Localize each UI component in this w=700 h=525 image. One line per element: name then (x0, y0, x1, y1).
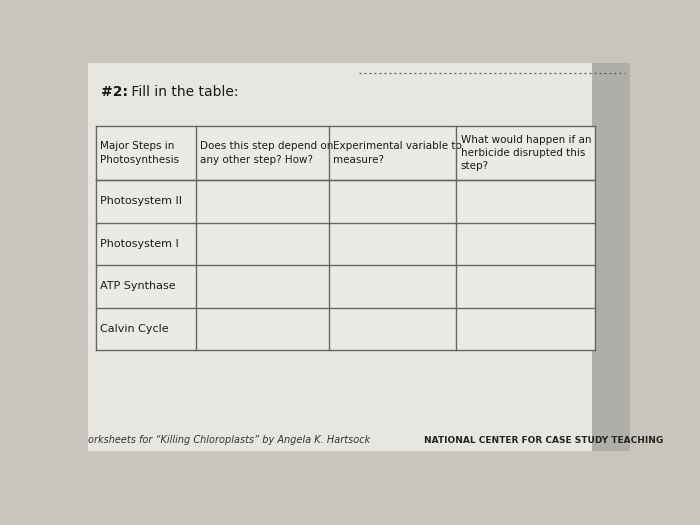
Bar (96, 125, 595, 350)
Text: Photosystem II: Photosystem II (100, 196, 182, 206)
Text: Photosystem I: Photosystem I (100, 239, 178, 249)
Text: ATP Synthase: ATP Synthase (100, 281, 176, 291)
Text: Fill in the table:: Fill in the table: (127, 86, 239, 99)
Text: orksheets for “Killing Chloroplasts” by Angela K. Hartsock: orksheets for “Killing Chloroplasts” by … (88, 435, 370, 445)
Bar (592, 63, 630, 451)
Text: What would happen if an
herbicide disrupted this
step?: What would happen if an herbicide disrup… (461, 135, 592, 171)
Text: Calvin Cycle: Calvin Cycle (100, 324, 169, 334)
Text: Experimental variable to
measure?: Experimental variable to measure? (333, 141, 462, 164)
Text: Major Steps in
Photosynthesis: Major Steps in Photosynthesis (100, 141, 179, 164)
Text: #2:: #2: (101, 86, 128, 99)
Text: Does this step depend on
any other step? How?: Does this step depend on any other step?… (200, 141, 334, 164)
Text: NATIONAL CENTER FOR CASE STUDY TEACHING: NATIONAL CENTER FOR CASE STUDY TEACHING (424, 436, 663, 445)
